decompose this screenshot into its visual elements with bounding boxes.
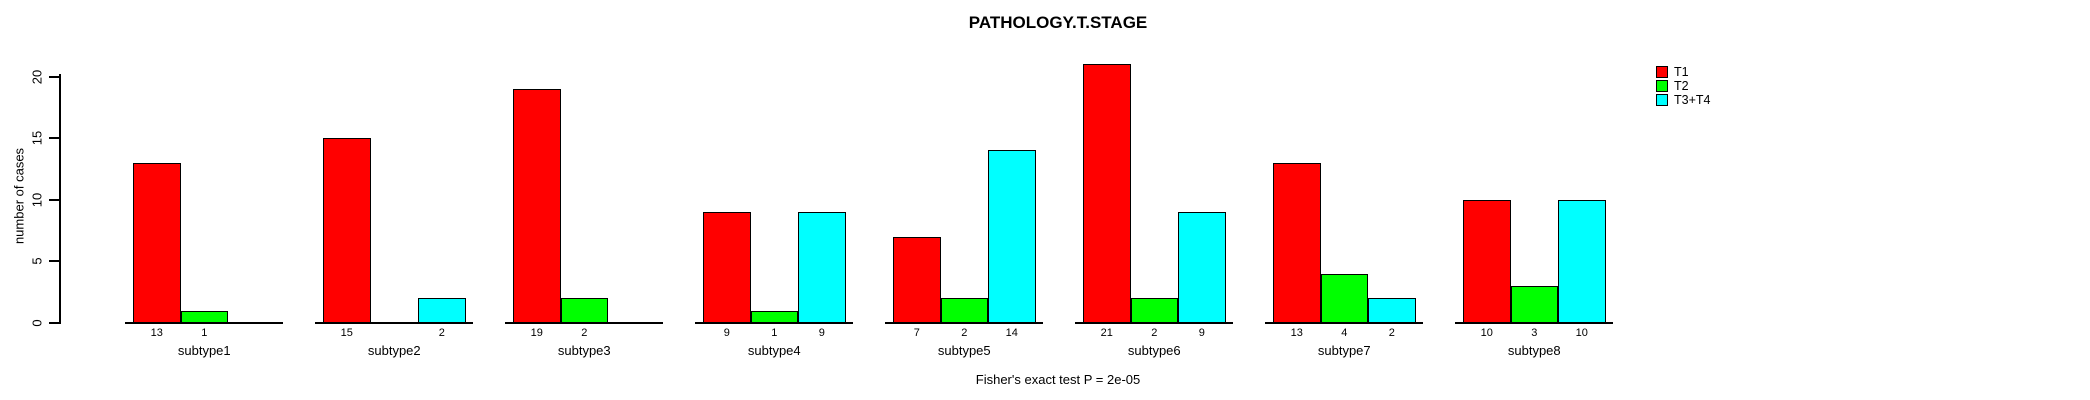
x-category-label: subtype4 [747,343,801,358]
bar-value-label: 13 [1290,327,1303,339]
bar-t1 [703,212,751,323]
bar-value-label: 13 [150,327,163,339]
legend-item: T1 [1656,65,1710,79]
bar-value-label: 21 [1100,327,1113,339]
x-category-label: subtype7 [1317,343,1371,358]
x-category-label: subtype1 [177,343,231,358]
x-category-label: subtype6 [1127,343,1181,358]
legend-label: T3+T4 [1674,93,1711,107]
bar-value-label: 2 [961,327,968,339]
bar-value-label: 10 [1480,327,1493,339]
bar-value-label: 19 [530,327,543,339]
x-axis-baseline [695,322,853,324]
bar-value-label: 9 [818,327,825,339]
bar-t3-t4 [1368,298,1416,323]
bar-value-label: 2 [581,327,588,339]
chart-title: PATHOLOGY.T.STAGE [968,13,1148,32]
y-tick-mark [49,75,59,78]
bar-value-label: 3 [1531,327,1538,339]
x-category-label: subtype2 [367,343,421,358]
x-axis-baseline [885,322,1043,324]
bar-t3-t4 [988,150,1036,323]
bar-value-label: 10 [1575,327,1588,339]
legend-swatch-t3-t4 [1656,94,1668,106]
bar-t2 [940,298,988,323]
bar-value-label: 9 [1198,327,1205,339]
bar-value-label: 2 [438,327,445,339]
bar-value-label: 1 [201,327,208,339]
bar-t2 [750,310,798,323]
y-tick-mark [49,322,59,324]
y-tick-label: 10 [29,192,45,207]
bar-t3-t4 [798,212,846,323]
bar-value-label: 4 [1341,327,1348,339]
y-tick-label: 15 [29,130,45,146]
bar-t1 [133,162,181,323]
bar-t2 [1320,273,1368,323]
x-category-label: subtype3 [557,343,611,358]
legend-item: T3+T4 [1656,93,1710,107]
stat-annotation: Fisher's exact test P = 2e-05 [975,372,1141,387]
y-tick-label: 20 [29,69,45,84]
x-axis-baseline [505,322,663,324]
bar-t3-t4 [1558,199,1606,323]
bar-value-label: 7 [913,327,920,339]
bar-t3-t4 [1178,212,1226,323]
x-axis-baseline [1455,322,1613,324]
x-category-label: subtype5 [937,343,991,358]
bar-value-label: 14 [1005,327,1018,339]
y-axis-label: number of cases [11,147,27,245]
y-tick-label: 5 [29,257,45,265]
bar-t2 [180,310,228,323]
bar-t1 [513,88,561,323]
legend-swatch-t2 [1656,80,1668,92]
bar-t2 [1130,298,1178,323]
x-axis-baseline [315,322,473,324]
bar-t1 [1083,64,1131,323]
y-tick-mark [49,137,59,140]
bar-value-label: 9 [723,327,730,339]
y-axis-line [59,74,61,324]
x-axis-baseline [125,322,283,324]
x-axis-baseline [1075,322,1233,324]
bar-t1 [1273,162,1321,323]
bar-value-label: 2 [1151,327,1158,339]
legend-item: T2 [1656,79,1710,93]
bar-t3-t4 [418,298,466,323]
bar-t2 [1510,286,1558,323]
legend-label: T1 [1674,65,1689,79]
x-axis-baseline [1265,322,1423,324]
x-category-label: subtype8 [1507,343,1561,358]
y-tick-mark [49,198,59,201]
bar-value-label: 1 [771,327,778,339]
bar-value-label: 15 [340,327,353,339]
bar-t1 [323,138,371,323]
y-tick-mark [49,260,59,263]
legend-swatch-t1 [1656,66,1668,78]
bar-t1 [893,236,941,323]
legend-label: T2 [1674,79,1689,93]
bar-t2 [560,298,608,323]
y-tick-label: 0 [29,319,45,327]
bar-value-label: 2 [1388,327,1395,339]
bar-t1 [1463,199,1511,323]
legend: T1 T2 T3+T4 [1656,65,1710,107]
